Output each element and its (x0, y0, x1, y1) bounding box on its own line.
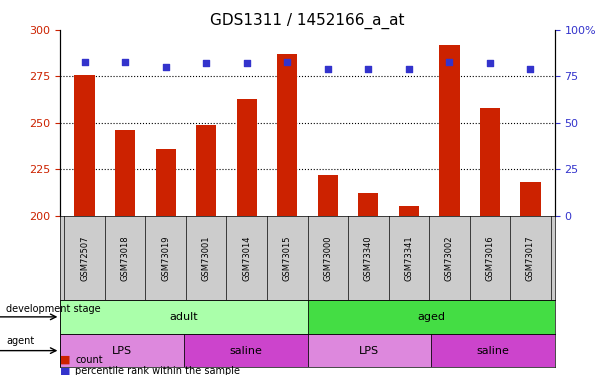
Point (364, 66, 373, 72)
Bar (156, 149, 176, 216)
Text: percentile rank within the sample: percentile rank within the sample (75, 366, 241, 375)
Bar (358, 194, 379, 216)
Point (444, 58, 454, 64)
Bar (75, 75, 95, 216)
Bar (277, 54, 297, 216)
Point (404, 66, 414, 72)
Text: ■: ■ (60, 366, 71, 375)
Point (323, 66, 333, 72)
Text: count: count (75, 355, 103, 365)
Text: LPS: LPS (359, 346, 379, 355)
Text: GSM73000: GSM73000 (323, 235, 332, 280)
Text: GSM73341: GSM73341 (405, 235, 413, 280)
Text: ■: ■ (60, 355, 71, 365)
Text: GSM72507: GSM72507 (80, 235, 89, 280)
Text: saline: saline (229, 346, 262, 355)
Text: agent: agent (6, 336, 34, 346)
Point (485, 60, 494, 66)
Point (282, 58, 292, 64)
Text: GSM73017: GSM73017 (526, 235, 535, 280)
Bar (236, 99, 257, 216)
FancyBboxPatch shape (308, 300, 555, 334)
Point (161, 64, 171, 70)
Text: saline: saline (476, 346, 510, 355)
Bar (115, 130, 135, 216)
FancyBboxPatch shape (184, 334, 308, 368)
Bar (520, 182, 540, 216)
Text: GSM73018: GSM73018 (121, 235, 130, 280)
Point (201, 60, 211, 66)
Bar (480, 108, 500, 216)
Bar (318, 175, 338, 216)
Text: GSM73014: GSM73014 (242, 235, 251, 280)
Bar (399, 206, 419, 216)
Text: adult: adult (169, 312, 198, 322)
Text: aged: aged (417, 312, 445, 322)
Bar (439, 45, 459, 216)
Text: GSM73340: GSM73340 (364, 235, 373, 280)
Text: LPS: LPS (112, 346, 132, 355)
FancyBboxPatch shape (60, 300, 308, 334)
Point (80, 58, 89, 64)
Point (121, 58, 130, 64)
Text: GSM73002: GSM73002 (445, 235, 454, 280)
FancyBboxPatch shape (431, 334, 555, 368)
Bar (196, 124, 216, 216)
FancyBboxPatch shape (308, 334, 431, 368)
Text: GSM73001: GSM73001 (202, 235, 210, 280)
Text: GSM73016: GSM73016 (485, 235, 494, 280)
Text: GSM73019: GSM73019 (161, 235, 170, 280)
Text: GSM73015: GSM73015 (283, 235, 292, 280)
FancyBboxPatch shape (60, 334, 184, 368)
Point (242, 60, 251, 66)
Title: GDS1311 / 1452166_a_at: GDS1311 / 1452166_a_at (210, 12, 405, 28)
Text: development stage: development stage (6, 304, 101, 314)
Point (526, 66, 535, 72)
